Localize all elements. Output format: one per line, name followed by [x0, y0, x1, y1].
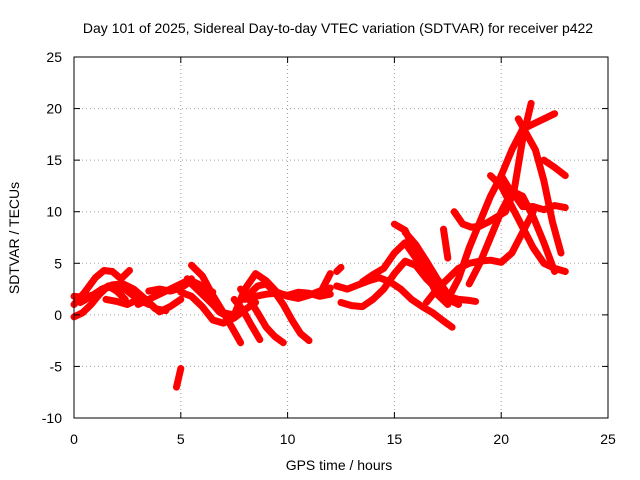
- data-trace: [358, 239, 462, 308]
- data-trace: [390, 220, 452, 308]
- data-trace: [440, 225, 452, 262]
- y-tick-label: 5: [54, 255, 62, 271]
- traces-layer: [70, 99, 569, 391]
- y-tick-label: 10: [46, 204, 62, 220]
- x-tick-label: 25: [600, 431, 616, 447]
- data-trace: [333, 274, 456, 331]
- y-tick-label: 20: [46, 101, 62, 117]
- plot-frame: [73, 56, 609, 419]
- x-tick-label: 10: [280, 431, 296, 447]
- y-tick-label: 0: [54, 307, 62, 323]
- x-axis-label: GPS time / hours: [286, 457, 393, 473]
- ticks-layer: 0 5 10 15 20 25 -10 -5 0 5 10 15 20 25: [42, 49, 616, 447]
- data-trace: [465, 187, 537, 288]
- data-trace: [241, 288, 334, 303]
- data-trace: [450, 99, 535, 231]
- data-trace: [540, 156, 569, 180]
- data-trace: [333, 263, 345, 275]
- x-tick-label: 20: [493, 431, 509, 447]
- data-trace: [245, 280, 313, 345]
- data-trace: [237, 285, 287, 347]
- chart-title: Day 101 of 2025, Sidereal Day-to-day VTE…: [83, 20, 593, 36]
- data-trace: [497, 172, 527, 205]
- data-trace: [529, 202, 569, 214]
- data-trace: [173, 365, 185, 391]
- data-trace: [70, 267, 133, 308]
- data-trace: [183, 275, 234, 322]
- x-tick-label: 15: [387, 431, 403, 447]
- x-tick-label: 0: [70, 431, 78, 447]
- x-tick-label: 5: [177, 431, 185, 447]
- data-trace: [230, 295, 264, 344]
- data-trace: [316, 270, 334, 298]
- y-tick-label: -10: [42, 410, 62, 426]
- y-tick-label: -5: [50, 358, 63, 374]
- y-axis-label: SDTVAR / TECUs: [6, 182, 22, 294]
- grid-layer: [74, 57, 608, 418]
- data-trace: [514, 115, 565, 257]
- data-trace: [188, 261, 245, 347]
- y-tick-label: 25: [46, 49, 62, 65]
- y-tick-label: 15: [46, 152, 62, 168]
